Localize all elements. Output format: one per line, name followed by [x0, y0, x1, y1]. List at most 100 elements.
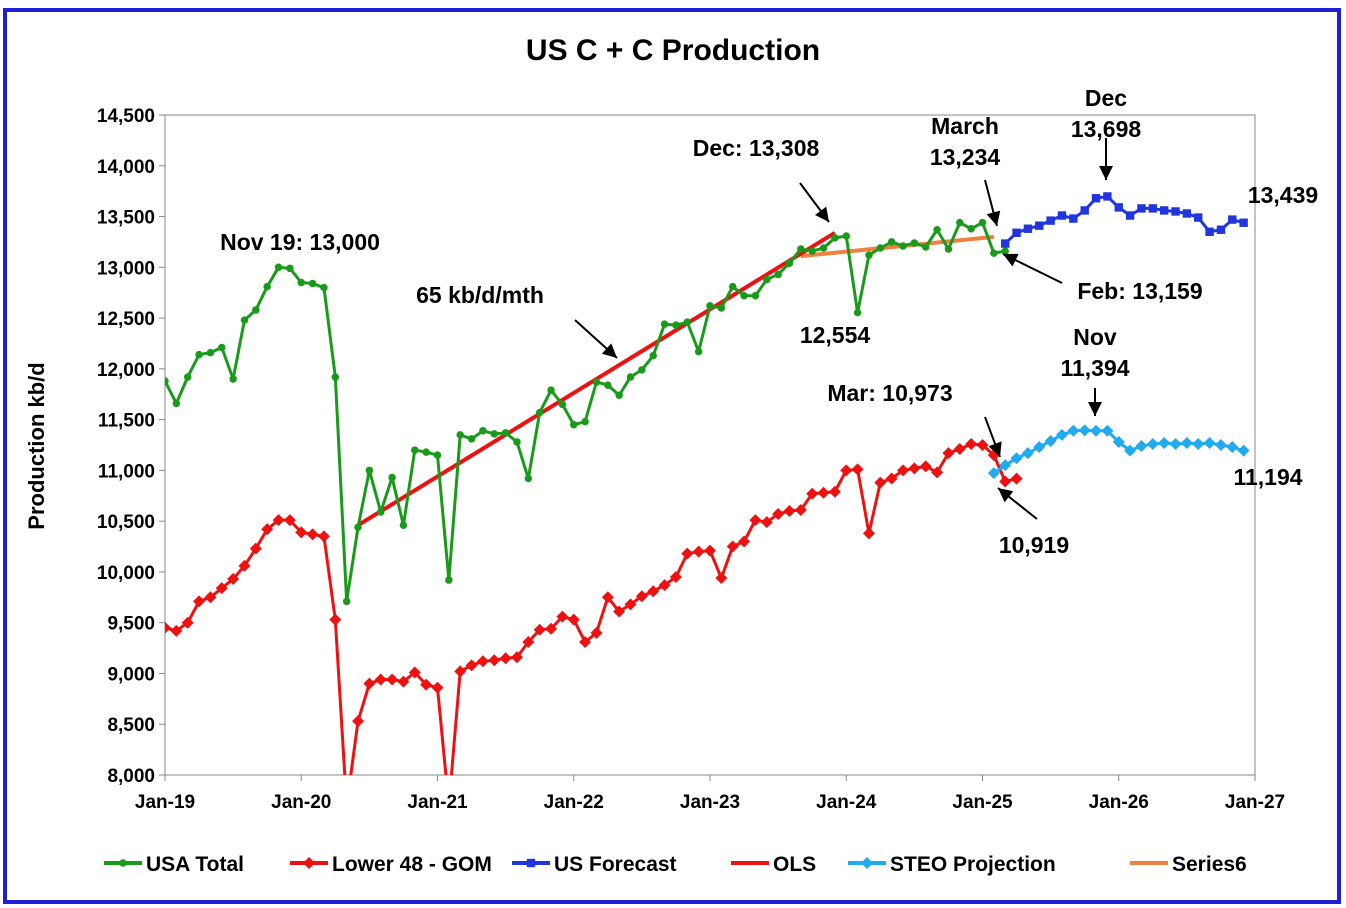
data-point	[785, 259, 794, 267]
arrow-head	[601, 343, 617, 358]
data-point	[513, 438, 521, 446]
x-tick-label: Jan-24	[816, 792, 877, 813]
data-point	[365, 466, 374, 475]
data-point	[965, 437, 978, 450]
data-point	[647, 585, 660, 598]
data-point	[1023, 224, 1033, 233]
legend-label: USA Total	[146, 853, 244, 876]
data-point	[919, 460, 932, 473]
data-point	[1080, 206, 1089, 215]
data-point	[604, 381, 612, 389]
annotation-text: 11,394	[1060, 355, 1129, 381]
data-point	[1010, 452, 1023, 465]
data-point	[386, 673, 399, 686]
data-point	[1216, 225, 1226, 234]
legend-label: US Forecast	[554, 853, 677, 876]
plot-border	[164, 114, 1256, 776]
data-point	[999, 475, 1012, 488]
data-point	[465, 659, 478, 672]
data-point	[1103, 192, 1112, 201]
x-tick-label: Jan-22	[544, 792, 604, 813]
data-point	[1158, 436, 1171, 449]
data-point	[1012, 228, 1021, 237]
data-point	[658, 579, 671, 592]
data-point	[624, 598, 637, 611]
data-point	[1078, 424, 1091, 437]
data-point	[526, 858, 536, 868]
data-point	[181, 616, 194, 629]
data-point	[374, 673, 387, 686]
data-point	[1101, 424, 1114, 437]
data-point	[760, 516, 773, 529]
data-point	[352, 715, 365, 728]
data-point	[286, 264, 294, 273]
y-tick-label: 10,500	[97, 512, 155, 533]
y-axis-label: Production kb/d	[24, 362, 49, 529]
data-point	[669, 571, 682, 583]
data-point	[865, 251, 873, 259]
data-point	[692, 545, 705, 558]
data-point	[454, 665, 467, 678]
data-point	[411, 446, 419, 454]
series-line	[1004, 194, 1245, 245]
x-tick-label: Jan-19	[135, 792, 195, 813]
data-point	[840, 464, 853, 477]
y-tick-label: 13,000	[97, 258, 155, 279]
series-line	[800, 234, 995, 259]
data-point	[295, 526, 308, 539]
data-point	[195, 350, 203, 359]
arrow-head	[1003, 253, 1019, 267]
data-point	[842, 232, 850, 240]
arrow-head	[1088, 402, 1102, 416]
y-tick-label: 12,500	[97, 309, 155, 330]
chart-title: US C + C Production	[526, 34, 820, 67]
data-point	[613, 605, 626, 618]
data-point	[672, 321, 680, 329]
data-point	[397, 675, 410, 688]
data-point	[229, 375, 237, 383]
data-point	[488, 654, 501, 667]
data-point	[193, 595, 206, 608]
arrow-head	[815, 206, 829, 222]
data-point	[831, 234, 839, 242]
data-point	[899, 242, 907, 250]
data-point	[931, 466, 944, 479]
data-point	[728, 282, 737, 291]
chart-frame	[3, 8, 1341, 904]
data-point	[649, 351, 657, 360]
annotation-text: 13,698	[1071, 116, 1142, 142]
data-point	[726, 540, 739, 553]
data-point	[933, 225, 941, 234]
data-point	[399, 521, 408, 529]
data-point	[956, 218, 964, 227]
data-point	[445, 576, 453, 584]
data-point	[556, 610, 569, 623]
legend: USA Total Lower 48 - GOM US Forecast OLS STE…	[104, 853, 1247, 876]
annotation-text: 11,194	[1233, 464, 1302, 490]
data-point	[535, 408, 544, 417]
plot-area: 8,000 8,500 9,000 9,500 10,000 10,500 11,000 11…	[97, 106, 1285, 813]
annotation-text: 13,439	[1248, 182, 1318, 208]
data-point	[626, 373, 635, 381]
data-point	[1046, 216, 1055, 225]
data-point	[1159, 206, 1169, 215]
arrow-head	[998, 488, 1014, 503]
data-point	[1171, 207, 1180, 216]
data-point	[808, 247, 816, 255]
data-point	[354, 523, 362, 531]
data-point	[479, 427, 487, 435]
data-point	[420, 678, 433, 691]
series-group	[165, 192, 1250, 775]
data-point	[490, 430, 499, 438]
y-tick-label: 11,500	[98, 411, 155, 432]
data-point	[706, 302, 714, 310]
data-point	[783, 505, 796, 517]
data-point	[953, 443, 966, 456]
x-tick-label: Jan-26	[1089, 792, 1149, 813]
x-tick-label: Jan-27	[1225, 792, 1285, 813]
legend-label: STEO Projection	[890, 853, 1056, 876]
data-point	[763, 275, 771, 284]
data-point	[1239, 218, 1248, 227]
data-point	[1035, 221, 1044, 230]
data-point	[172, 399, 181, 408]
